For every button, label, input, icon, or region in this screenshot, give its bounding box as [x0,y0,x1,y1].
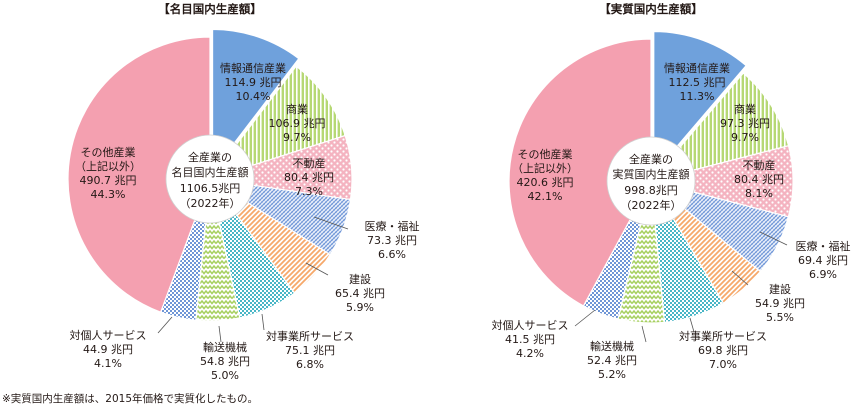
slice-label-info-comm: 情報通信産業 [220,62,286,75]
slice-label-personal-services: 41.5 兆円 [505,333,555,346]
slice-label-personal-services: 対個人サービス [70,328,147,342]
slice-label-personal-services: 対個人サービス [492,318,569,332]
slice-label-info-comm: 情報通信産業 [664,62,730,75]
slice-label-commerce: 9.7% [283,131,311,144]
pie-slice-other [67,36,211,313]
center-label-line: 998.8兆円 [624,184,678,197]
slice-label-other: （上記以外） [512,161,578,175]
leader-line-personal-services [157,316,173,334]
slice-label-transport-equipment: 輸送機械 [203,340,247,354]
slice-label-business-services: 6.8% [296,358,324,371]
slice-label-transport-equipment: 54.8 兆円 [200,355,250,368]
pie-center-hole [606,136,696,226]
pie-slice-info-comm [211,28,300,174]
slice-label-transport-equipment: 52.4 兆円 [587,354,637,367]
slice-label-construction: 建設 [349,272,371,286]
slice-label-commerce: 商業 [286,102,308,116]
slice-label-medical-welfare: 6.9% [809,268,837,281]
slice-label-construction: 5.5% [766,311,794,324]
slice-label-other: その他産業 [518,148,573,161]
leader-line-transport-equipment [641,325,647,343]
center-label-line: 全産業の [629,152,673,166]
slice-label-personal-services: 4.1% [94,357,122,370]
pie-center-hole [165,134,255,224]
slice-label-commerce: 9.7% [731,131,759,144]
slice-label-medical-welfare: 73.3 兆円 [367,234,417,247]
slice-label-personal-services: 4.2% [516,347,544,360]
slice-label-medical-welfare: 医療・福祉 [365,219,420,233]
slice-label-info-comm: 11.3% [680,90,715,103]
slice-label-personal-services: 44.9 兆円 [83,343,133,356]
slice-label-other: 42.1% [528,190,563,203]
slice-label-business-services: 対事業所サービス [266,329,354,343]
slice-label-business-services: 75.1 兆円 [285,344,335,357]
center-label-line: 実質国内生産額 [613,167,690,181]
leader-line-construction [731,270,749,286]
leader-line-construction [305,262,329,276]
slice-label-construction: 建設 [769,282,791,296]
leader-line-transport-equipment [218,325,222,343]
slice-label-medical-welfare: 医療・福祉 [796,239,851,253]
slice-label-commerce: 106.9 兆円 [269,117,326,130]
center-label-line: （2022年） [180,196,241,210]
center-label-line: 名目国内生産額 [172,165,249,179]
slice-label-commerce: 商業 [734,102,756,116]
center-label-line: （2022年） [621,198,682,212]
slice-label-commerce: 97.3 兆円 [720,117,770,130]
slice-label-construction: 54.9 兆円 [755,297,805,310]
slice-label-other: その他産業 [81,146,136,159]
slice-label-other: 44.3% [91,188,126,201]
slice-label-medical-welfare: 6.6% [378,248,406,261]
slice-label-other: 490.7 兆円 [80,174,137,187]
slice-label-other: 420.6 兆円 [517,176,574,189]
center-label-line: 全産業の [188,150,232,164]
leader-line-business-services [689,317,695,333]
leader-line-medical-welfare [313,216,349,230]
pie-slice-other [508,38,652,307]
slice-label-transport-equipment: 5.2% [598,368,626,381]
slice-label-construction: 5.9% [346,301,374,314]
leader-line-medical-welfare [759,231,788,246]
slice-label-real-estate: 80.4 兆円 [284,171,334,184]
right-chart-title: 【実質国内生産額】 [599,2,703,16]
slice-label-real-estate: 80.4 兆円 [734,173,784,186]
slice-label-real-estate: 8.1% [745,187,773,200]
slice-label-info-comm: 10.4% [236,90,271,103]
slice-label-medical-welfare: 69.4 兆円 [798,254,848,267]
leader-line-business-services [261,313,265,331]
slice-label-other: （上記以外） [75,159,141,173]
slice-label-business-services: 69.8 兆円 [698,344,748,357]
pie-slice-info-comm [653,30,747,176]
slice-label-real-estate: 不動産 [743,158,776,172]
center-label-line: 1106.5兆円 [180,182,241,195]
slice-label-business-services: 対事業所サービス [679,329,767,343]
slice-label-transport-equipment: 5.0% [211,369,239,382]
footnote: ※実質国内生産額は、2015年価格で実質化したもの。 [2,392,258,405]
leader-line-personal-services [574,309,596,327]
slice-label-transport-equipment: 輸送機械 [590,339,634,353]
slice-label-info-comm: 114.9 兆円 [225,76,282,89]
slice-label-construction: 65.4 兆円 [335,287,385,300]
slice-label-info-comm: 112.5 兆円 [669,76,726,89]
left-chart-title: 【名目国内生産額】 [158,2,262,16]
slice-label-real-estate: 7.3% [295,185,323,198]
slice-label-business-services: 7.0% [709,358,737,371]
slice-label-real-estate: 不動産 [293,156,326,170]
